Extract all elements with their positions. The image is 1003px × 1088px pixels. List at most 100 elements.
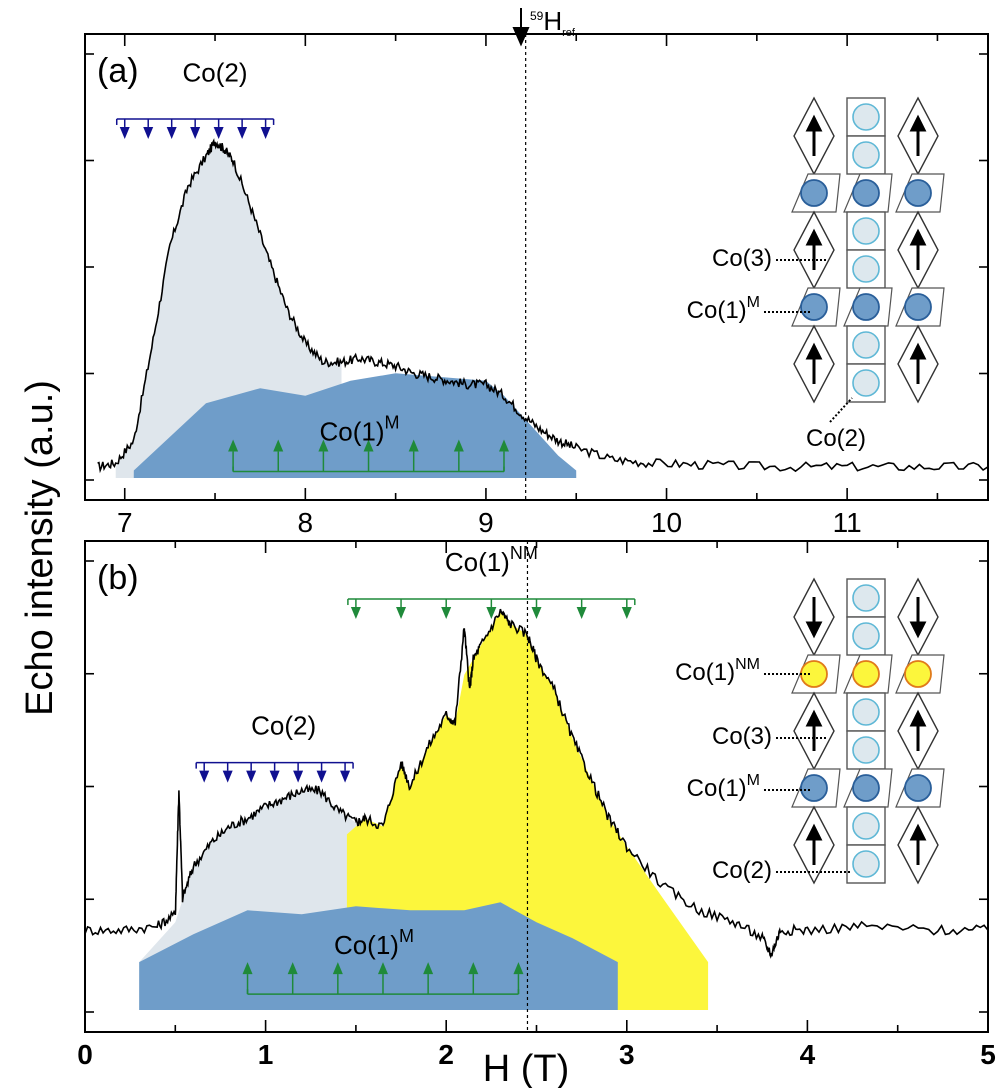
peak-marker bbox=[166, 126, 177, 139]
spin-up-arrow-icon bbox=[805, 114, 823, 156]
spin-up-arrow-icon bbox=[805, 342, 823, 384]
peak-marker bbox=[242, 962, 253, 975]
peak-marker bbox=[441, 607, 452, 620]
inset-label: Co(3) bbox=[712, 245, 772, 272]
spin-up-arrow-icon bbox=[909, 114, 927, 156]
x-tick-label: 7 bbox=[117, 507, 133, 538]
x-tick-label: 10 bbox=[651, 507, 682, 538]
co1-atom bbox=[852, 774, 880, 802]
peak-marker bbox=[498, 439, 509, 452]
co1-atom bbox=[904, 179, 932, 207]
spin-up-arrow-icon bbox=[805, 823, 823, 865]
x-tick-label: 5 bbox=[980, 1039, 996, 1070]
ref-label: 59Href bbox=[530, 6, 576, 39]
peak-marker bbox=[316, 770, 327, 783]
peak-marker bbox=[293, 770, 304, 783]
marker-group-down bbox=[195, 761, 354, 783]
peak-marker bbox=[350, 607, 361, 620]
area-co1m bbox=[133, 373, 577, 478]
co1-atom bbox=[904, 660, 932, 688]
co2-atom bbox=[852, 622, 880, 650]
inset-label: Co(3) bbox=[712, 723, 772, 750]
co2-atom bbox=[852, 103, 880, 131]
peak-marker bbox=[531, 607, 542, 620]
x-tick-label: 8 bbox=[298, 507, 314, 538]
peak-marker bbox=[222, 770, 233, 783]
peak-marker bbox=[332, 962, 343, 975]
peak-marker bbox=[228, 439, 239, 452]
x-axis-label: H (T) bbox=[483, 1048, 570, 1088]
co2-atom bbox=[852, 850, 880, 878]
spin-up-arrow-icon bbox=[805, 709, 823, 751]
peak-marker bbox=[143, 126, 154, 139]
peak-marker bbox=[199, 770, 210, 783]
inset-label: Co(1)M bbox=[687, 294, 760, 324]
peak-marker bbox=[621, 607, 632, 620]
x-tick-label: 9 bbox=[478, 507, 494, 538]
peak-marker bbox=[269, 770, 280, 783]
co2-atom bbox=[852, 255, 880, 283]
co2-atom bbox=[852, 698, 880, 726]
co2-atom bbox=[852, 217, 880, 245]
peak-marker bbox=[246, 770, 257, 783]
co1-atom bbox=[852, 293, 880, 321]
panel-label: (a) bbox=[97, 52, 139, 90]
co1-atom bbox=[904, 293, 932, 321]
peak-marker bbox=[318, 439, 329, 452]
x-tick-label: 1 bbox=[258, 1039, 274, 1070]
co2-atom bbox=[852, 369, 880, 397]
peak-marker bbox=[513, 962, 524, 975]
peak-marker bbox=[213, 126, 224, 139]
marker-group-down bbox=[115, 118, 275, 139]
inset-label: Co(1)NM bbox=[675, 656, 760, 686]
annotation-label: Co(1)NM bbox=[445, 543, 538, 577]
spin-up-arrow-icon bbox=[909, 709, 927, 751]
co2-atom bbox=[852, 812, 880, 840]
spin-up-arrow-icon bbox=[909, 342, 927, 384]
inset-a-crystal-structure: Co(3) Co(1)M Co(2) bbox=[687, 96, 945, 452]
peak-marker bbox=[453, 439, 464, 452]
co2-atom bbox=[852, 141, 880, 169]
y-axis-label: Echo intensity (a.u.) bbox=[19, 380, 61, 716]
co2-atom bbox=[852, 584, 880, 612]
ref-label-main: H bbox=[543, 6, 562, 36]
annotation-label: Co(1)M bbox=[334, 926, 414, 960]
marker-group-down bbox=[347, 598, 636, 620]
peak-marker bbox=[468, 962, 479, 975]
co2-atom bbox=[852, 736, 880, 764]
x-tick-label: 3 bbox=[619, 1039, 635, 1070]
spin-up-arrow-icon bbox=[909, 823, 927, 865]
co1-atom bbox=[904, 774, 932, 802]
co2-atom bbox=[852, 331, 880, 359]
panel-label: (b) bbox=[97, 559, 139, 597]
peak-marker bbox=[190, 126, 201, 139]
peak-marker bbox=[486, 607, 497, 620]
marker-group-up bbox=[228, 439, 509, 473]
annotation-label: Co(2) bbox=[251, 711, 316, 741]
annotation-label: Co(2) bbox=[183, 58, 248, 88]
peak-marker bbox=[273, 439, 284, 452]
spectrum-line bbox=[84, 608, 989, 959]
x-tick-label: 11 bbox=[833, 507, 862, 538]
peak-marker bbox=[396, 607, 407, 620]
x-tick-label: 2 bbox=[438, 1039, 454, 1070]
co1-atom bbox=[800, 774, 828, 802]
inset-label: Co(2) bbox=[712, 857, 772, 884]
area-co1nm bbox=[346, 611, 709, 1010]
x-tick-label: 0 bbox=[77, 1039, 93, 1070]
peak-marker bbox=[423, 962, 434, 975]
annotation-label: Co(1)M bbox=[320, 413, 400, 447]
panel-a: Co(2) Co(1)M 7 8 9 10 11 (a) bbox=[84, 33, 989, 538]
spectrum-line bbox=[97, 138, 989, 474]
marker-group-up bbox=[242, 962, 524, 995]
inset-b-crystal-structure: Co(1)NM Co(3) Co(1)M Co(2) bbox=[675, 577, 945, 885]
spin-up-arrow-icon bbox=[805, 228, 823, 270]
x-tick-label: 4 bbox=[800, 1039, 816, 1070]
peak-marker bbox=[576, 607, 587, 620]
peak-marker bbox=[340, 770, 351, 783]
peak-marker bbox=[260, 126, 271, 139]
inset-label: Co(1)M bbox=[687, 772, 760, 802]
peak-marker bbox=[237, 126, 248, 139]
area-co1m bbox=[139, 902, 618, 1010]
